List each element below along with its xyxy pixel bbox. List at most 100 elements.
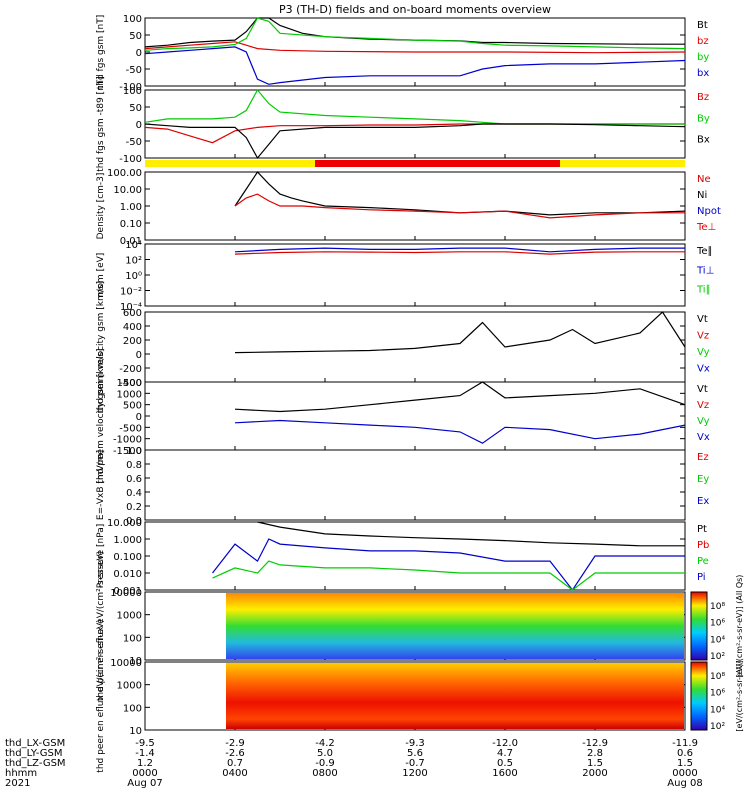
legend-entry: Pb — [697, 540, 709, 551]
y-tick-label: 0.10 — [120, 219, 142, 230]
series-line-bx — [144, 46, 686, 85]
heatmap-fill — [226, 663, 684, 729]
colorbar-label: [eV/(cm²-s-sr-eV)] — [735, 660, 744, 731]
series-line-Ni — [234, 171, 686, 216]
legend-entry: by — [697, 52, 709, 63]
legend-entry: bx — [697, 68, 709, 79]
ephemeris-value: 0.7 — [227, 758, 243, 769]
y-tick-label: 1.00 — [120, 202, 142, 213]
colorbar-tick-label: 10⁴ — [710, 635, 725, 645]
y-tick-label: 10⁰ — [125, 271, 142, 282]
series-line-By — [144, 88, 685, 125]
ephemeris-value: 1.5 — [587, 758, 603, 769]
y-tick-label: -1000 — [113, 435, 142, 446]
colorbar-tick-label: 10⁶ — [710, 619, 725, 629]
legend-entry: Bz — [697, 92, 709, 103]
series-line-Vt — [234, 311, 686, 354]
y-tick-label: 10.000 — [107, 518, 142, 529]
ephemeris-value: -9.3 — [405, 738, 425, 749]
heatmap-body — [226, 661, 708, 731]
y-tick-label: 0.4 — [126, 488, 142, 499]
y-tick-label: 10⁻² — [120, 287, 142, 298]
status-bar-yellow — [560, 160, 685, 167]
series-line-Vt — [234, 381, 686, 413]
y-tick-label: 100 — [123, 14, 142, 25]
y-tick-label: 0.100 — [113, 552, 142, 563]
colorbar-tick-label: 10⁸ — [710, 672, 725, 682]
y-tick-label: 500 — [123, 401, 142, 412]
y-tick-label: 0 — [136, 48, 142, 59]
ephemeris-value: 1.5 — [677, 758, 693, 769]
y-tick-label: 10 — [129, 656, 142, 667]
y-tick-label: 100 — [123, 703, 142, 714]
y-axis-label: thd peer en eflux eV/(cm²-s-sr-eV) — [96, 619, 106, 772]
ephemeris-row-label: thd_LX-GSM — [5, 738, 65, 749]
series-line-Pe — [212, 560, 685, 591]
y-tick-label: 0 — [136, 350, 142, 361]
series-line-Vx — [234, 419, 686, 444]
y-tick-label: 0.001 — [113, 586, 142, 597]
y-axis-label: thd fgs gsm -t89 [nT] — [96, 76, 106, 172]
legend-entry: Vz — [697, 400, 709, 411]
ephemeris-row-label: thd_LZ-GSM — [5, 758, 66, 769]
ephemeris-value: -2.9 — [225, 738, 245, 749]
y-tick-label: 100 — [123, 86, 142, 97]
colorbar-tick-label: 10² — [710, 652, 725, 662]
ephemeris-row-label: thd_LY-GSM — [5, 748, 62, 759]
ephemeris-value: -1.4 — [135, 748, 155, 759]
y-axis-label: thd fgs gsm [nT] — [96, 15, 106, 90]
series-line-Pt — [257, 521, 685, 547]
y-tick-label: 10000 — [110, 658, 142, 669]
y-tick-label: 1000 — [117, 611, 142, 622]
ephemeris-value: 4.7 — [497, 748, 513, 759]
legend-entry: Ti⊥ — [696, 265, 714, 276]
legend-entry: Vx — [697, 432, 710, 443]
ephemeris-row-label: 2021 — [5, 778, 30, 789]
y-tick-label: 200 — [123, 336, 142, 347]
y-tick-label: 1.0 — [126, 446, 142, 457]
ephemeris-row-label: hhmm — [5, 768, 37, 779]
ephemeris-value: 1200 — [402, 768, 427, 779]
legend-entry: Ni — [697, 190, 707, 201]
ephemeris-value: 0.6 — [677, 748, 693, 759]
ephemeris-value: 0800 — [312, 768, 337, 779]
status-bar-yellow — [145, 160, 315, 167]
ephemeris-value: 2.8 — [587, 748, 603, 759]
y-tick-label: 10⁻⁴ — [120, 302, 142, 313]
ephemeris-value: 2000 — [582, 768, 607, 779]
y-axis-label: Density [cm-3] — [96, 173, 106, 240]
y-axis-label: thd peir en eflux eV/(cm²-s-sr-eV) — [96, 551, 106, 701]
colorbar-tick-label: 10² — [710, 722, 725, 732]
y-tick-label: 0 — [136, 412, 142, 423]
legend-entry: Pe — [697, 556, 709, 567]
y-tick-label: -1500 — [113, 446, 142, 457]
y-tick-label: 600 — [123, 308, 142, 319]
legend-entry: Vy — [697, 347, 710, 358]
ephemeris-value: Aug 07 — [127, 778, 162, 789]
legend-entry: Bt — [697, 20, 708, 31]
y-tick-label: 1000 — [117, 389, 142, 400]
y-tick-label: -400 — [119, 378, 142, 389]
series-line-Ti — [234, 247, 685, 253]
y-tick-label: 50 — [129, 103, 142, 114]
y-tick-label: 100 — [123, 633, 142, 644]
y-tick-label: 1.000 — [113, 535, 142, 546]
y-tick-label: 1000 — [117, 681, 142, 692]
y-tick-label: -200 — [119, 364, 142, 375]
ephemeris-value: -12.9 — [582, 738, 608, 749]
y-tick-label: 0 — [136, 120, 142, 131]
series-line-Bt — [144, 17, 685, 48]
y-tick-label: 400 — [123, 322, 142, 333]
legend-entry: Te⊥ — [696, 222, 716, 233]
legend-entry: Ez — [697, 452, 709, 463]
y-axis-label: E=-VxB [mV/m] — [96, 450, 106, 520]
series-line-Bx — [144, 123, 686, 160]
ephemeris-value: -4.2 — [315, 738, 335, 749]
colorbar-tick-label: 10⁶ — [710, 689, 725, 699]
ephemeris-value: -0.7 — [405, 758, 425, 769]
y-tick-label: -50 — [126, 65, 142, 76]
legend-entry: Vt — [697, 384, 708, 395]
y-tick-label: 10000 — [110, 588, 142, 599]
ephemeris-value: 1.2 — [137, 758, 153, 769]
